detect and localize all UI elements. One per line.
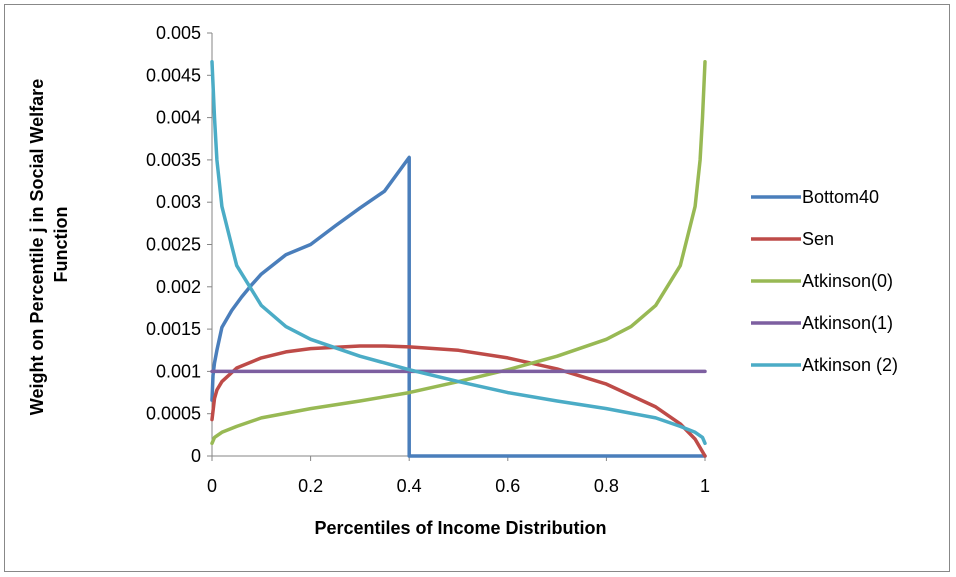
x-tick-label: 0.2 (298, 476, 323, 496)
legend-label: Sen (802, 229, 834, 249)
y-axis-title-line-2: Function (51, 207, 71, 283)
x-tick-label: 0.8 (594, 476, 619, 496)
series-line-atkinson-2 (210, 60, 707, 446)
y-axis-ticks: 0 0.0005 0.001 0.0015 0.002 0.0025 0.003 0.0035… (146, 23, 212, 466)
x-axis-ticks: 0 0.2 0.4 0.6 0.8 1 (207, 456, 710, 496)
y-tick-label: 0.0035 (146, 150, 201, 170)
series-line-atkinson-0 (210, 60, 707, 446)
y-tick-label: 0.0045 (146, 65, 201, 85)
y-tick-label: 0.003 (156, 192, 201, 212)
x-axis-title: Percentiles of Income Distribution (314, 518, 606, 538)
y-tick-label: 0 (191, 446, 201, 466)
series-line-bottom40 (210, 155, 707, 458)
y-tick-label: 0.0005 (146, 404, 201, 424)
series-line-sen (210, 344, 707, 458)
chart-frame (4, 4, 950, 572)
legend-label: Atkinson (2) (802, 355, 898, 375)
y-tick-label: 0.002 (156, 277, 201, 297)
y-tick-label: 0.005 (156, 23, 201, 43)
y-axis-title: Weight on Percentile j in Social Welfare… (27, 74, 71, 415)
y-tick-label: 0.004 (156, 108, 201, 128)
legend-label: Atkinson(1) (802, 313, 893, 333)
series-lines (210, 60, 707, 458)
legend-label: Bottom40 (802, 187, 879, 207)
x-tick-label: 1 (700, 476, 710, 496)
y-axis-title-line-1: Weight on Percentile j in Social Welfare (27, 79, 47, 415)
y-tick-label: 0.001 (156, 361, 201, 381)
y-tick-label: 0.0025 (146, 235, 201, 255)
legend-label: Atkinson(0) (802, 271, 893, 291)
y-tick-label: 0.0015 (146, 319, 201, 339)
legend: Bottom40 Sen Atkinson(0) Atkinson(1) Atkinso… (751, 187, 898, 375)
x-tick-label: 0.6 (495, 476, 520, 496)
x-tick-label: 0 (207, 476, 217, 496)
x-tick-label: 0.4 (397, 476, 422, 496)
